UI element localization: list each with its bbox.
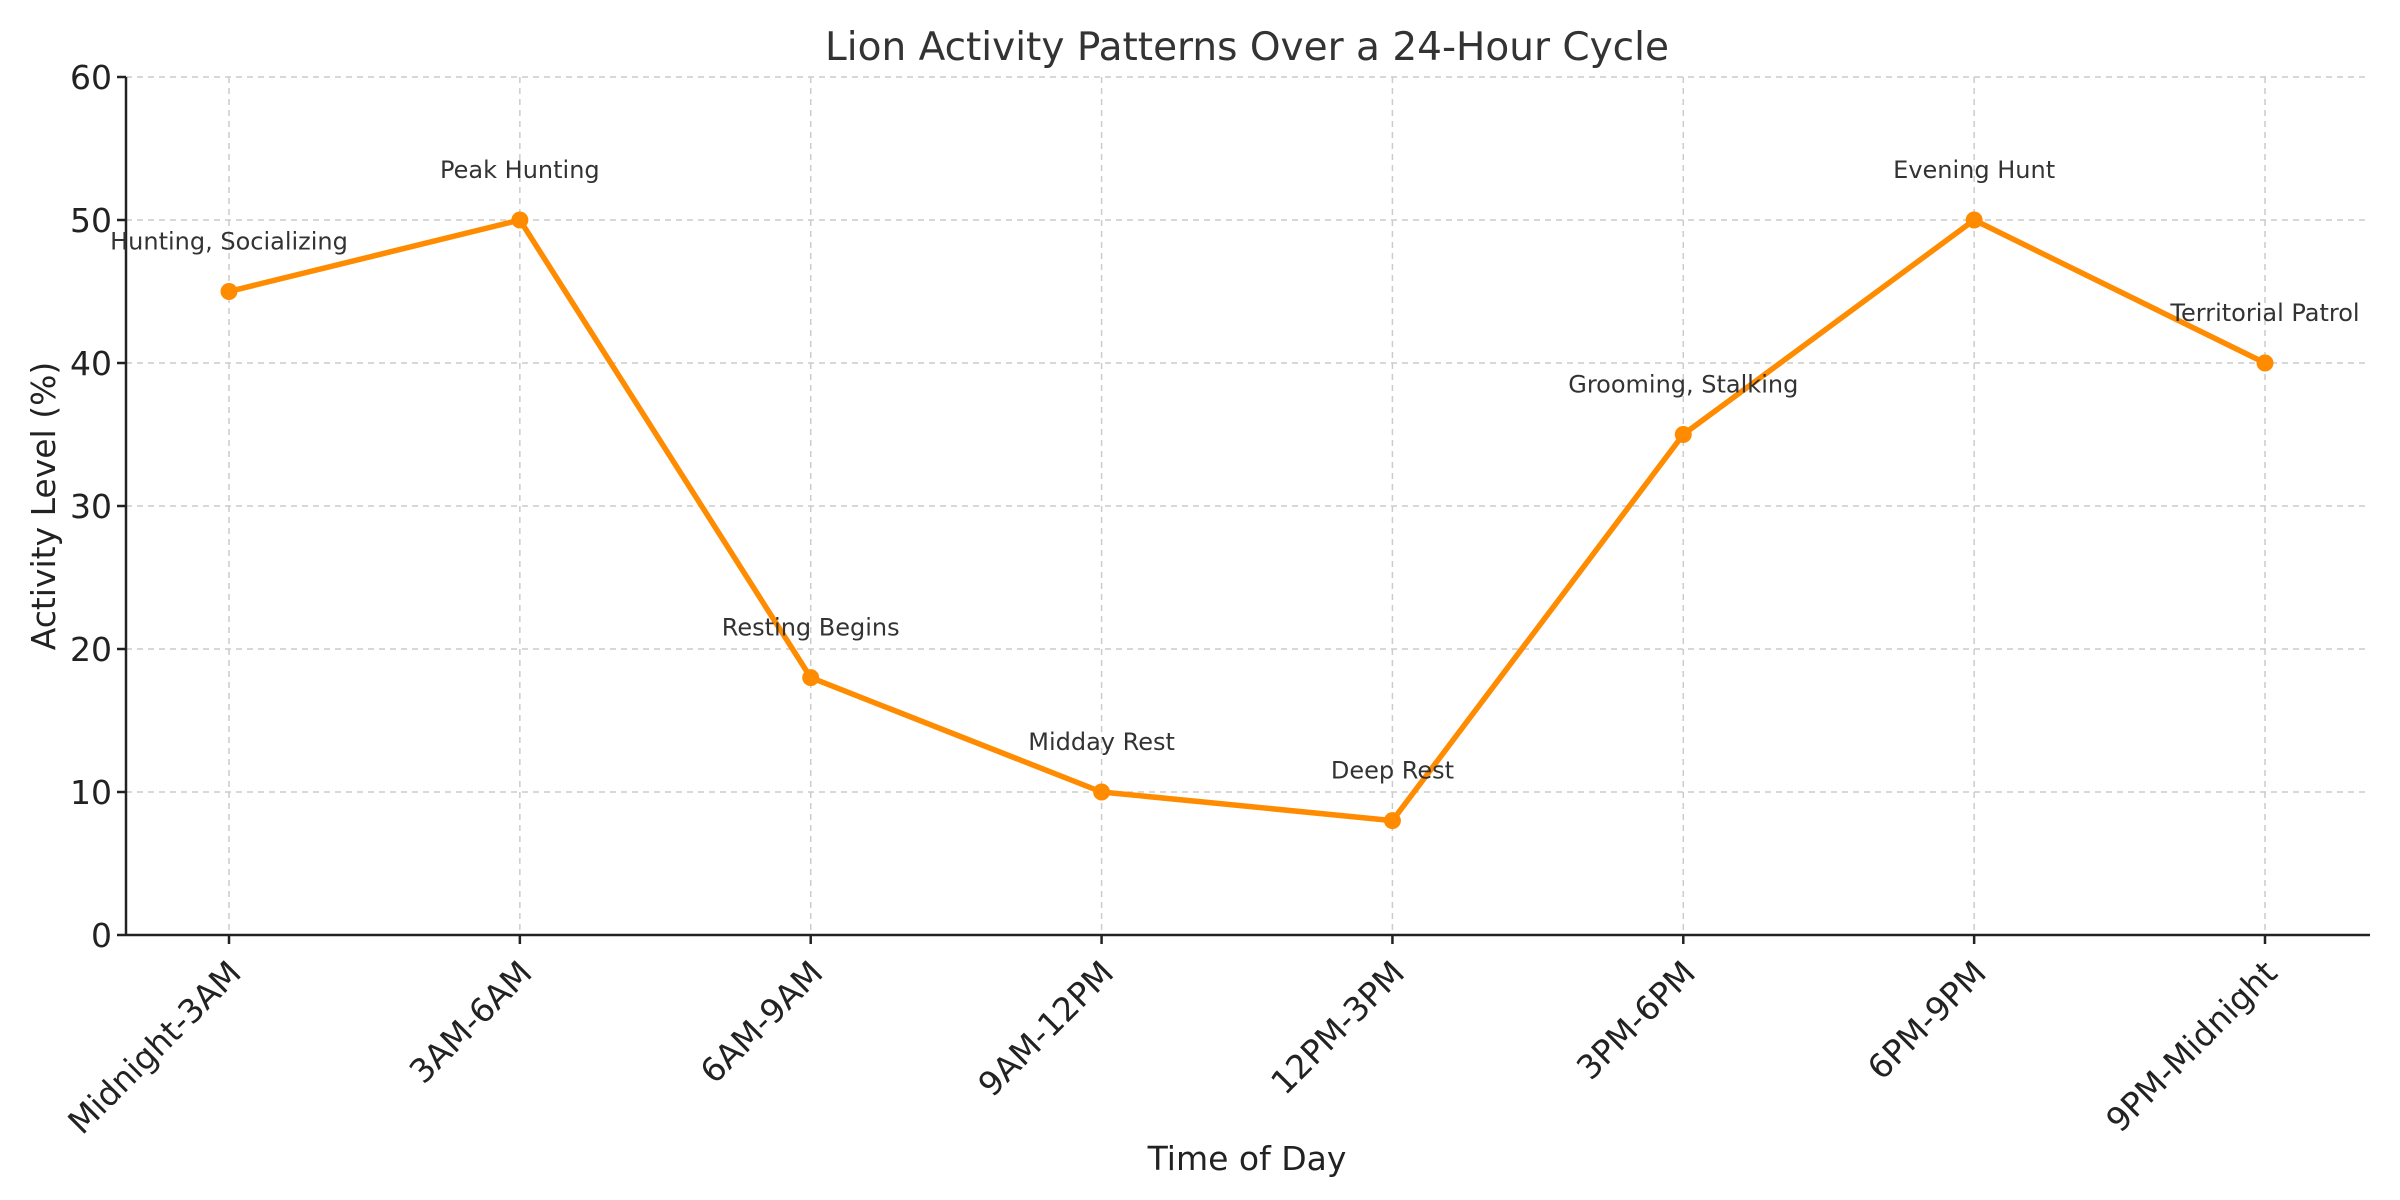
y-tick-label: 10 [70,773,112,812]
data-annotation: Evening Hunt [1893,156,2055,184]
y-axis-label: Activity Level (%) [24,362,63,651]
y-tick-label: 50 [70,201,112,240]
annotations: Hunting, Socializing Peak Hunting Resting … [110,156,2359,785]
y-axis-ticks: 0 10 20 30 40 50 60 [70,58,126,955]
data-point [220,283,238,300]
y-tick-label: 0 [91,916,112,955]
series-activity [220,211,2274,830]
x-tick-label: 9PM-Midnight [2098,953,2285,1140]
data-annotation: Midday Rest [1028,728,1175,756]
x-tick-label: 9AM-12PM [970,953,1121,1104]
series-line [228,217,2267,824]
x-tick-label: 12PM-3PM [1263,953,1412,1102]
data-point [511,211,529,229]
y-tick-label: 30 [70,487,112,526]
grid [126,76,2370,935]
data-annotation: Peak Hunting [440,156,600,184]
data-point [1674,426,1692,443]
data-annotation: Territorial Patrol [2169,299,2359,327]
x-tick-label: 6AM-9AM [692,953,830,1091]
x-tick-label: 3PM-6PM [1569,953,1703,1087]
chart-title: Lion Activity Patterns Over a 24-Hour Cy… [825,25,1669,70]
data-point [1383,812,1401,830]
data-annotation: Deep Rest [1331,757,1454,785]
x-tick-label: Midnight-3AM [60,953,248,1141]
data-annotation: Grooming, Stalking [1568,371,1798,399]
x-tick-label: 3AM-6AM [402,953,540,1091]
x-tick-label: 6PM-9PM [1860,953,1994,1087]
data-point [2256,354,2274,372]
y-tick-label: 60 [70,58,112,97]
data-point [1965,211,1983,229]
x-axis-ticks: Midnight-3AM 3AM-6AM 6AM-9AM 9AM-12PM 12PM-3… [60,935,2285,1141]
y-tick-label: 40 [70,344,112,383]
data-point [1093,783,1111,801]
data-annotation: Resting Begins [722,614,900,642]
data-annotation: Hunting, Socializing [110,228,348,256]
y-tick-label: 20 [70,630,112,669]
data-point [802,669,820,687]
x-axis-label: Time of Day [1147,1139,1347,1178]
